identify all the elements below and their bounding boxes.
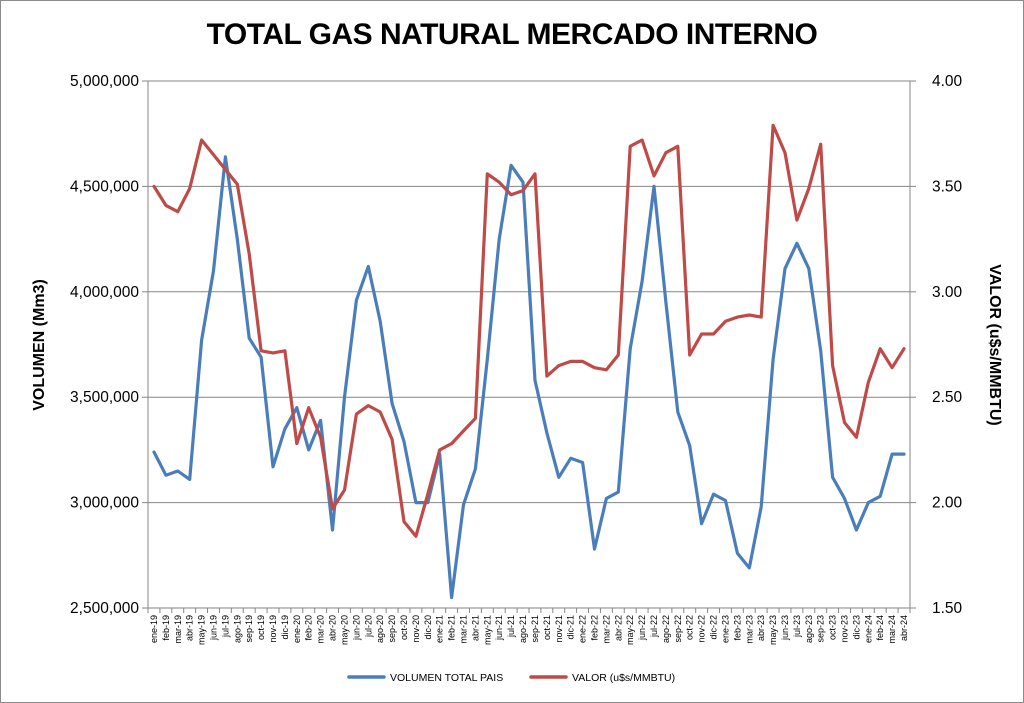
chart-title: TOTAL GAS NATURAL MERCADO INTERNO [206,18,818,51]
x-tick-label: jun-21 [494,615,504,641]
x-tick-label: ago-21 [518,615,528,643]
x-tick-label: jul-21 [506,615,516,638]
y2-tick-label: 3.50 [932,178,963,195]
x-tick-label: oct-23 [828,615,838,640]
x-tick-label: mar-22 [601,615,611,644]
legend-label-volumen: VOLUMEN TOTAL PAIS [390,672,503,684]
y2-tick-label: 2.50 [932,389,963,406]
x-tick-label: oct-22 [685,615,695,640]
x-tick-label: abr-21 [470,615,480,641]
left-axis-tick-labels: 2,500,000 3,000,000 3,500,000 4,000,000 4,50… [70,73,139,617]
x-tick-label: may-20 [339,615,349,645]
x-tick-label: feb-20 [304,615,314,641]
x-tick-label: jul-19 [220,615,230,638]
x-tick-label: abr-19 [185,615,195,641]
y-tick-label: 5,000,000 [70,73,139,90]
series-lines [152,123,906,600]
x-tick-label: ene-24 [863,615,873,643]
x-tick-label: jul-23 [792,615,802,638]
x-tick-label: ago-20 [375,615,385,643]
y-axis-title: VOLUMEN (Mm3) [31,279,48,411]
axes [142,80,916,613]
y2-axis-title: VALOR (u$s/MMBTU) [986,264,1003,425]
x-tick-label: feb-21 [447,615,457,641]
x-tick-label: may-22 [625,615,635,645]
x-tick-label: oct-21 [542,615,552,640]
x-tick-label: nov-20 [411,615,421,643]
y-tick-label: 4,000,000 [70,284,139,301]
x-tick-label: jun-20 [351,615,361,641]
x-tick-label: sep-22 [673,615,683,643]
x-tick-label: nov-23 [840,615,850,643]
y2-tick-label: 4.00 [932,73,963,90]
y-tick-label: 4,500,000 [70,178,139,195]
y-tick-label: 2,500,000 [70,600,139,617]
x-tick-label: feb-19 [161,615,171,641]
x-tick-label: oct-19 [256,615,266,640]
legend: VOLUMEN TOTAL PAIS VALOR (u$s/MMBTU) [347,672,675,684]
x-tick-label: ago-22 [661,615,671,643]
x-tick-label: sep-19 [244,615,254,643]
y2-tick-label: 3.00 [932,284,963,301]
legend-label-valor: VALOR (u$s/MMBTU) [572,672,675,684]
x-tick-label: oct-20 [399,615,409,640]
x-tick-label: dic-21 [566,615,576,640]
x-tick-label: ene-22 [578,615,588,643]
x-tick-label: jun-23 [780,615,790,641]
x-tick-label: ago-23 [804,615,814,643]
x-tick-label: jul-22 [649,615,659,638]
x-tick-label: may-23 [768,615,778,645]
series-line-valor [152,123,906,538]
x-tick-label: feb-22 [589,615,599,641]
x-tick-label: feb-23 [732,615,742,641]
x-tick-label: ene-19 [149,615,159,643]
x-tick-label: jun-19 [208,615,218,641]
x-tick-label: sep-20 [387,615,397,643]
x-tick-label: abr-24 [899,615,909,641]
x-tick-label: mar-21 [459,615,469,644]
x-tick-label: nov-19 [268,615,278,643]
x-tick-label: ene-23 [720,615,730,643]
x-tick-label: mar-19 [173,615,183,644]
x-tick-label: sep-21 [530,615,540,643]
x-tick-label: may-19 [197,615,207,645]
x-tick-label: jun-22 [637,615,647,641]
x-tick-label: jul-20 [363,615,373,638]
x-tick-label: mar-24 [887,615,897,644]
x-tick-label: abr-22 [613,615,623,641]
y-tick-label: 3,500,000 [70,389,139,406]
y2-tick-label: 1.50 [932,600,963,617]
x-tick-label: dic-23 [851,615,861,640]
x-tick-label: dic-22 [709,615,719,640]
x-tick-label: ene-20 [292,615,302,643]
y2-tick-label: 2.00 [932,495,963,512]
x-tick-label: mar-20 [316,615,326,644]
right-axis-tick-labels: 1.50 2.00 2.50 3.00 3.50 4.00 [932,73,963,617]
x-tick-label: nov-21 [554,615,564,643]
x-tick-label: mar-23 [744,615,754,644]
x-tick-label: nov-22 [697,615,707,643]
x-tick-label: ago-19 [232,615,242,643]
x-tick-label: dic-20 [423,615,433,640]
x-tick-label: abr-20 [328,615,338,641]
series-line-volumen [152,155,906,600]
x-tick-label: feb-24 [875,615,885,641]
x-tick-label: may-21 [482,615,492,645]
x-axis-tick-labels: ene-19 feb-19 mar-19 abr-19 may-19 jun-19 jul-… [149,615,909,645]
x-tick-label: sep-23 [816,615,826,643]
x-tick-label: abr-23 [756,615,766,641]
y-tick-label: 3,000,000 [70,495,139,512]
x-tick-label: ene-21 [435,615,445,643]
x-tick-label: dic-19 [280,615,290,640]
